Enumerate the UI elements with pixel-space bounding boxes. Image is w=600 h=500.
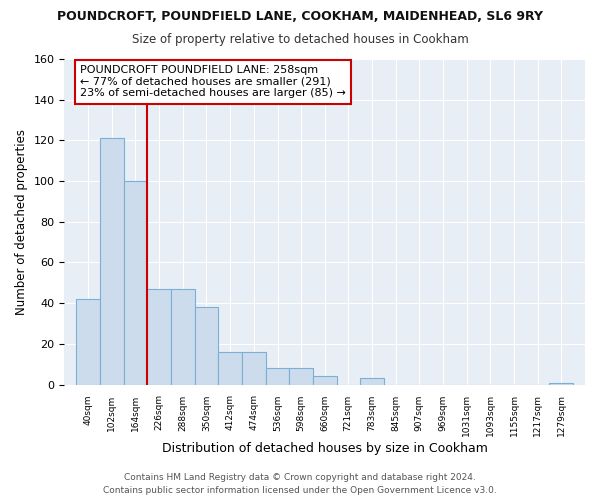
Bar xyxy=(194,308,218,384)
Bar xyxy=(313,376,337,384)
Bar xyxy=(242,352,266,384)
Bar xyxy=(289,368,313,384)
Bar xyxy=(360,378,384,384)
Bar xyxy=(124,181,147,384)
Bar xyxy=(550,382,573,384)
Text: POUNDCROFT POUNDFIELD LANE: 258sqm
← 77% of detached houses are smaller (291)
23: POUNDCROFT POUNDFIELD LANE: 258sqm ← 77%… xyxy=(80,65,346,98)
Bar xyxy=(266,368,289,384)
Bar xyxy=(76,299,100,384)
Y-axis label: Number of detached properties: Number of detached properties xyxy=(15,129,28,315)
Text: Contains HM Land Registry data © Crown copyright and database right 2024.
Contai: Contains HM Land Registry data © Crown c… xyxy=(103,474,497,495)
Text: Size of property relative to detached houses in Cookham: Size of property relative to detached ho… xyxy=(131,32,469,46)
X-axis label: Distribution of detached houses by size in Cookham: Distribution of detached houses by size … xyxy=(162,442,488,455)
Text: POUNDCROFT, POUNDFIELD LANE, COOKHAM, MAIDENHEAD, SL6 9RY: POUNDCROFT, POUNDFIELD LANE, COOKHAM, MA… xyxy=(57,10,543,23)
Bar xyxy=(147,289,171,384)
Bar xyxy=(218,352,242,384)
Bar xyxy=(171,289,194,384)
Bar xyxy=(100,138,124,384)
